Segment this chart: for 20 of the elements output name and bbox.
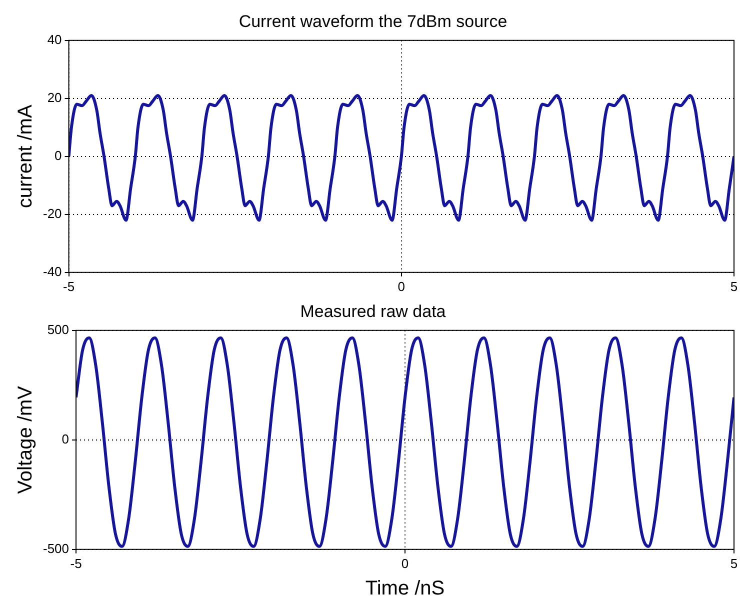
y-tick-label: 40 [47, 32, 62, 47]
line-series [68, 94, 734, 222]
x-tick-label: -5 [63, 278, 75, 294]
x-tick-label: -5 [70, 556, 82, 571]
chart-title: Current waveform the 7dBm source [238, 12, 508, 31]
y-tick-label: -20 [42, 206, 62, 221]
chart-title: Measured raw data [300, 302, 446, 321]
y-tick-label: 0 [62, 431, 70, 446]
y-axis-title: current /mA [14, 104, 37, 208]
x-axis-title: Time /nS [365, 578, 445, 600]
x-tick-label: 0 [401, 556, 409, 571]
y-tick-label: 0 [54, 148, 62, 163]
y-tick-label: 500 [47, 322, 70, 337]
y-tick-label: -40 [42, 264, 62, 279]
y-tick-label: -500 [42, 540, 70, 556]
x-tick-label: 5 [730, 556, 738, 571]
y-tick-label: 20 [47, 90, 62, 105]
x-tick-label: 5 [730, 278, 738, 294]
y-axis-title: Voltage /mV [14, 385, 37, 494]
x-tick-label: 0 [398, 278, 406, 294]
